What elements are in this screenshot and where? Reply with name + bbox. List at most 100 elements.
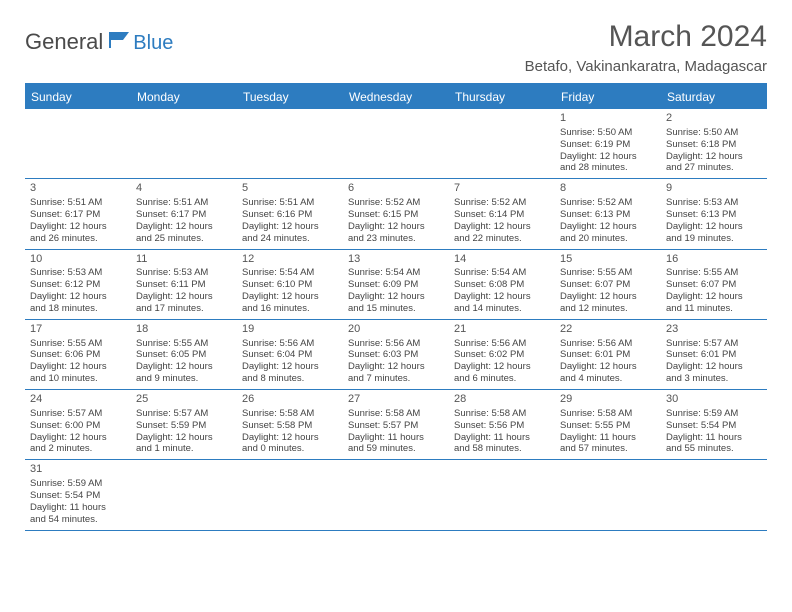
day-cell: 3Sunrise: 5:51 AMSunset: 6:17 PMDaylight… [25,179,131,248]
day-sunset: Sunset: 6:05 PM [136,349,232,361]
day-day2: and 10 minutes. [30,373,126,385]
day-header-wednesday: Wednesday [343,85,449,109]
day-day1: Daylight: 12 hours [136,221,232,233]
day-sunrise: Sunrise: 5:55 AM [30,338,126,350]
day-sunrise: Sunrise: 5:53 AM [136,267,232,279]
day-number: 3 [30,182,126,196]
day-day1: Daylight: 12 hours [666,361,762,373]
day-day2: and 17 minutes. [136,303,232,315]
day-cell: 4Sunrise: 5:51 AMSunset: 6:17 PMDaylight… [131,179,237,248]
day-number: 18 [136,323,232,337]
day-cell: 6Sunrise: 5:52 AMSunset: 6:15 PMDaylight… [343,179,449,248]
day-number: 14 [454,253,550,267]
day-day2: and 6 minutes. [454,373,550,385]
day-sunrise: Sunrise: 5:54 AM [242,267,338,279]
month-year: March 2024 [525,20,767,54]
day-header-friday: Friday [555,85,661,109]
day-number: 15 [560,253,656,267]
day-sunset: Sunset: 6:09 PM [348,279,444,291]
day-sunset: Sunset: 6:13 PM [666,209,762,221]
day-number: 28 [454,393,550,407]
day-sunset: Sunset: 6:08 PM [454,279,550,291]
day-sunset: Sunset: 6:10 PM [242,279,338,291]
day-cell: 18Sunrise: 5:55 AMSunset: 6:05 PMDayligh… [131,320,237,389]
day-day1: Daylight: 11 hours [454,432,550,444]
week-row: 10Sunrise: 5:53 AMSunset: 6:12 PMDayligh… [25,250,767,320]
weeks-container: 1Sunrise: 5:50 AMSunset: 6:19 PMDaylight… [25,109,767,531]
day-sunset: Sunset: 5:54 PM [666,420,762,432]
day-number: 13 [348,253,444,267]
day-day2: and 12 minutes. [560,303,656,315]
day-cell: 16Sunrise: 5:55 AMSunset: 6:07 PMDayligh… [661,250,767,319]
day-cell [555,460,661,529]
day-number: 19 [242,323,338,337]
day-sunset: Sunset: 6:11 PM [136,279,232,291]
day-header-sunday: Sunday [25,85,131,109]
day-header-saturday: Saturday [661,85,767,109]
day-number: 10 [30,253,126,267]
day-sunrise: Sunrise: 5:57 AM [136,408,232,420]
day-header-row: Sunday Monday Tuesday Wednesday Thursday… [25,85,767,109]
day-day2: and 11 minutes. [666,303,762,315]
day-sunset: Sunset: 6:01 PM [560,349,656,361]
day-day2: and 0 minutes. [242,443,338,455]
day-number: 11 [136,253,232,267]
header: General Blue March 2024 Betafo, Vakinank… [0,0,792,83]
day-day2: and 57 minutes. [560,443,656,455]
day-day1: Daylight: 12 hours [560,151,656,163]
day-cell: 15Sunrise: 5:55 AMSunset: 6:07 PMDayligh… [555,250,661,319]
day-sunset: Sunset: 6:12 PM [30,279,126,291]
day-day2: and 25 minutes. [136,233,232,245]
day-sunset: Sunset: 6:07 PM [560,279,656,291]
day-sunset: Sunset: 6:00 PM [30,420,126,432]
day-sunset: Sunset: 5:58 PM [242,420,338,432]
day-day2: and 26 minutes. [30,233,126,245]
day-number: 27 [348,393,444,407]
day-cell: 20Sunrise: 5:56 AMSunset: 6:03 PMDayligh… [343,320,449,389]
day-sunrise: Sunrise: 5:53 AM [666,197,762,209]
day-number: 4 [136,182,232,196]
day-sunset: Sunset: 5:54 PM [30,490,126,502]
day-number: 26 [242,393,338,407]
day-sunrise: Sunrise: 5:50 AM [666,127,762,139]
day-day1: Daylight: 12 hours [560,361,656,373]
week-row: 3Sunrise: 5:51 AMSunset: 6:17 PMDaylight… [25,179,767,249]
day-day1: Daylight: 12 hours [30,221,126,233]
day-day1: Daylight: 12 hours [136,291,232,303]
week-row: 17Sunrise: 5:55 AMSunset: 6:06 PMDayligh… [25,320,767,390]
day-number: 30 [666,393,762,407]
day-cell: 26Sunrise: 5:58 AMSunset: 5:58 PMDayligh… [237,390,343,459]
day-sunrise: Sunrise: 5:57 AM [666,338,762,350]
day-day1: Daylight: 12 hours [454,221,550,233]
day-day1: Daylight: 12 hours [30,291,126,303]
day-sunset: Sunset: 5:55 PM [560,420,656,432]
day-header-tuesday: Tuesday [237,85,343,109]
day-number: 20 [348,323,444,337]
logo: General Blue [25,28,173,55]
day-number: 24 [30,393,126,407]
day-sunrise: Sunrise: 5:56 AM [454,338,550,350]
logo-text-general: General [25,29,103,55]
day-cell: 12Sunrise: 5:54 AMSunset: 6:10 PMDayligh… [237,250,343,319]
day-day1: Daylight: 12 hours [348,291,444,303]
day-sunset: Sunset: 5:57 PM [348,420,444,432]
day-sunset: Sunset: 6:07 PM [666,279,762,291]
day-header-thursday: Thursday [449,85,555,109]
day-day1: Daylight: 11 hours [666,432,762,444]
day-day1: Daylight: 12 hours [136,432,232,444]
day-sunset: Sunset: 5:59 PM [136,420,232,432]
day-number: 12 [242,253,338,267]
day-sunset: Sunset: 6:17 PM [136,209,232,221]
day-cell: 24Sunrise: 5:57 AMSunset: 6:00 PMDayligh… [25,390,131,459]
day-cell: 17Sunrise: 5:55 AMSunset: 6:06 PMDayligh… [25,320,131,389]
day-day1: Daylight: 12 hours [666,221,762,233]
day-sunrise: Sunrise: 5:58 AM [348,408,444,420]
day-day1: Daylight: 12 hours [348,221,444,233]
day-cell: 14Sunrise: 5:54 AMSunset: 6:08 PMDayligh… [449,250,555,319]
day-cell: 21Sunrise: 5:56 AMSunset: 6:02 PMDayligh… [449,320,555,389]
day-day2: and 28 minutes. [560,162,656,174]
day-day2: and 24 minutes. [242,233,338,245]
day-number: 23 [666,323,762,337]
day-cell [661,460,767,529]
day-cell: 31Sunrise: 5:59 AMSunset: 5:54 PMDayligh… [25,460,131,529]
